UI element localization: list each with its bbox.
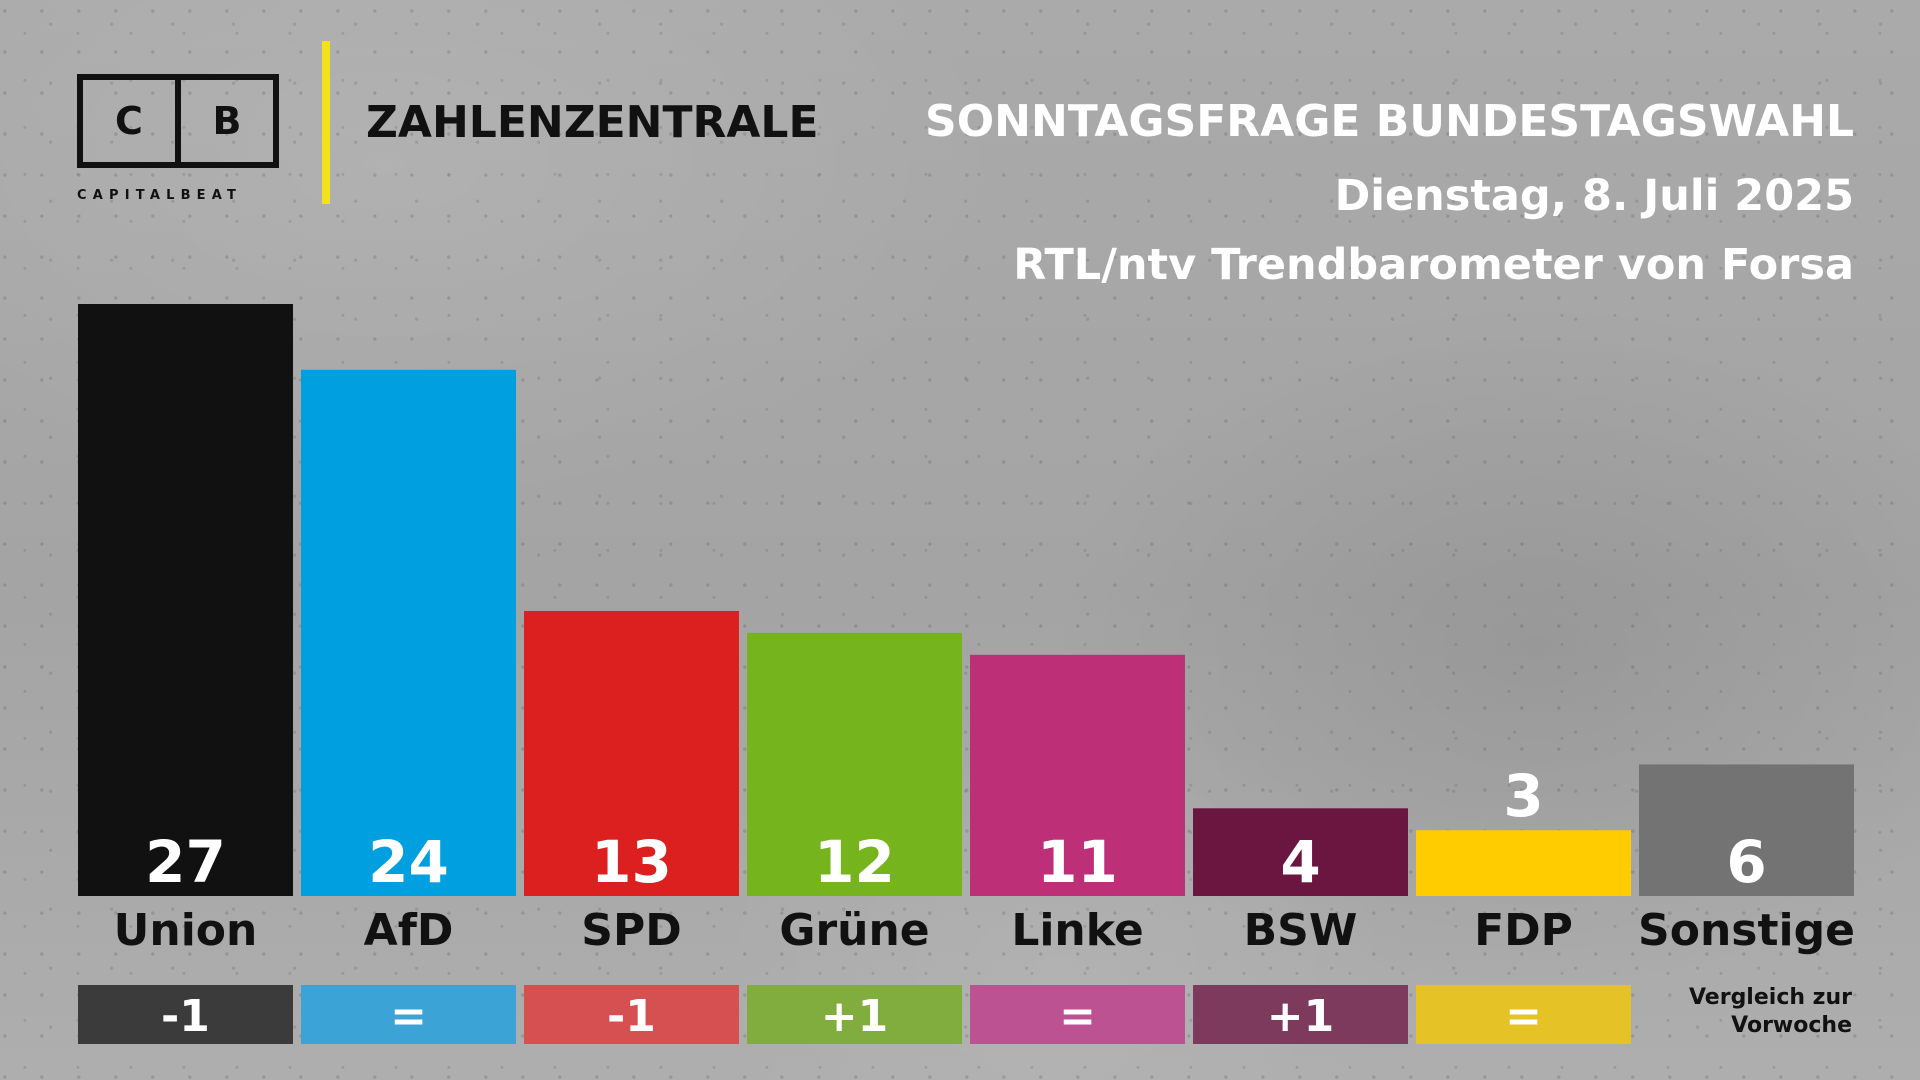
category-label-union: Union [114, 905, 258, 956]
value-label-bsw: 4 [1280, 828, 1320, 896]
logo-letter-b: B [175, 80, 273, 162]
change-note-line-2: Vorwoche [1731, 1013, 1852, 1038]
value-label-linke: 11 [1037, 828, 1118, 896]
category-label-sonstige: Sonstige [1638, 905, 1855, 956]
value-label-union: 27 [145, 828, 226, 896]
change-label-linke: = [1059, 991, 1096, 1042]
change-label-union: -1 [161, 991, 210, 1042]
category-label-linke: Linke [1011, 905, 1143, 956]
bar-union [78, 304, 293, 896]
change-label-gruene: +1 [821, 991, 888, 1042]
value-label-sonstige: 6 [1726, 828, 1766, 896]
bar-fdp [1416, 830, 1631, 896]
category-label-gruene: Grüne [779, 905, 929, 956]
poll-date: Dienstag, 8. Juli 2025 [1334, 171, 1854, 221]
change-box-union [78, 985, 293, 1044]
chart-title: SONNTAGSFRAGE BUNDESTAGSWAHL [925, 96, 1854, 147]
change-note-line-1: Vergleich zur [1688, 985, 1852, 1010]
change-label-bsw: +1 [1267, 991, 1334, 1042]
change-box-afd [301, 985, 516, 1044]
change-box-bsw [1193, 985, 1408, 1044]
poll-source: RTL/ntv Trendbarometer von Forsa [1013, 240, 1854, 290]
change-label-fdp: = [1505, 991, 1542, 1042]
bar-afd [301, 369, 516, 896]
category-label-bsw: BSW [1244, 905, 1358, 956]
change-note: Vergleich zur Vorwoche [1689, 984, 1852, 1040]
change-box-linke [970, 985, 1185, 1044]
bar-bsw [1193, 808, 1408, 896]
logo-wordmark: CAPITALBEAT [77, 188, 243, 203]
category-label-fdp: FDP [1474, 905, 1573, 956]
bar-sonstige [1639, 764, 1854, 896]
category-label-afd: AfD [364, 905, 454, 956]
change-box-fdp [1416, 985, 1631, 1044]
category-label-spd: SPD [581, 905, 681, 956]
bar-spd [524, 610, 739, 896]
change-box-spd [524, 985, 739, 1044]
capitalbeat-logo: C B [77, 74, 279, 168]
value-label-afd: 24 [368, 828, 449, 896]
change-box-gruene [747, 985, 962, 1044]
logo-letter-c: C [115, 99, 143, 143]
value-label-gruene: 12 [814, 828, 895, 896]
section-title: ZAHLENZENTRALE [366, 97, 819, 148]
bar-linke [970, 654, 1185, 896]
change-label-spd: -1 [607, 991, 656, 1042]
value-label-fdp: 3 [1503, 762, 1543, 830]
header-divider [322, 41, 330, 204]
change-label-afd: = [390, 991, 427, 1042]
value-label-spd: 13 [591, 828, 672, 896]
bar-gruene [747, 632, 962, 896]
